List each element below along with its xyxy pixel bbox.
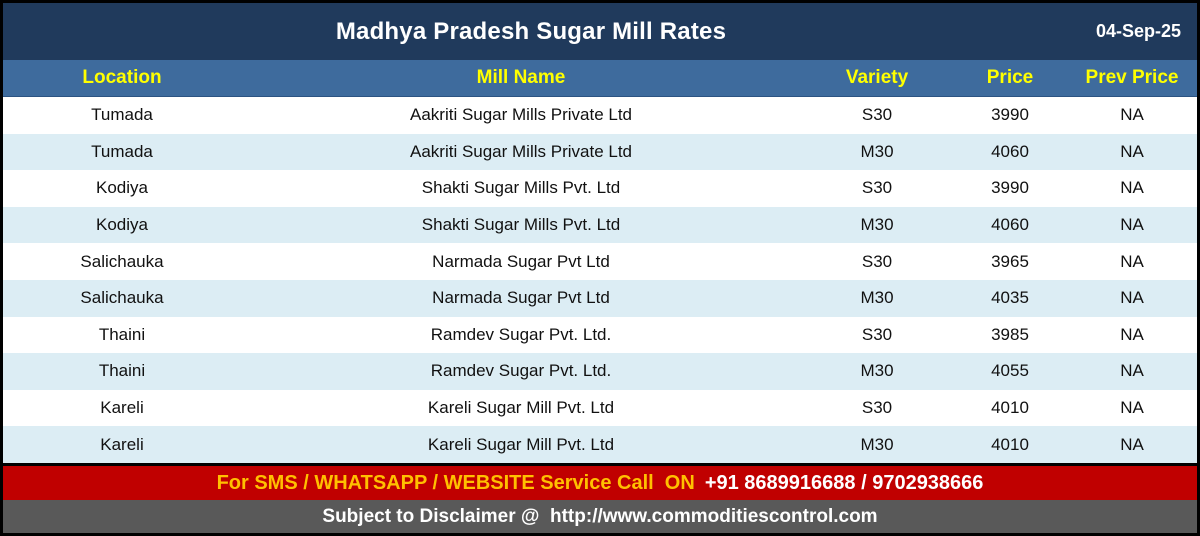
table-cell: S30: [861, 251, 893, 271]
report-date: 04-Sep-25: [1095, 21, 1181, 41]
table-cell: Kareli: [100, 434, 144, 454]
table-cell: S30: [861, 324, 893, 344]
table-cell: 4055: [991, 361, 1029, 381]
table-cell: Kareli Sugar Mill Pvt. Ltd: [427, 398, 615, 418]
column-header-variety: Variety: [845, 67, 909, 88]
disclaimer-footer: Subject to Disclaimer @ http://www.commo…: [3, 500, 1197, 533]
table-cell: M30: [860, 288, 894, 308]
table-cell: NA: [1120, 251, 1144, 271]
table-cell: Aakriti Sugar Mills Private Ltd: [409, 141, 633, 161]
table-row: Tumada Aakriti Sugar Mills Private Ltd M30…: [3, 133, 1197, 171]
table-cell: 3990: [991, 178, 1029, 198]
column-header-prev-price: Prev Price: [1085, 67, 1179, 88]
table-cell: S30: [861, 398, 893, 418]
table-cell: Ramdev Sugar Pvt. Ltd.: [430, 361, 612, 381]
table-cell: Tumada: [91, 141, 153, 161]
table-cell: NA: [1120, 178, 1144, 198]
table-cell: S30: [861, 105, 893, 125]
table-row: Kareli Kareli Sugar Mill Pvt. Ltd M30 4010 N…: [3, 426, 1197, 463]
table-cell: Salichauka: [80, 251, 164, 271]
table-cell: Salichauka: [80, 288, 164, 308]
table-cell: Narmada Sugar Pvt Ltd: [432, 288, 610, 308]
table-cell: Kareli Sugar Mill Pvt. Ltd: [427, 434, 615, 454]
table-cell: NA: [1120, 141, 1144, 161]
table-cell: Shakti Sugar Mills Pvt. Ltd: [421, 178, 621, 198]
sms-banner: For SMS / WHATSAPP / WEBSITE Service Cal…: [3, 466, 1197, 500]
table-cell: NA: [1120, 288, 1144, 308]
table-cell: NA: [1120, 361, 1144, 381]
table-row: Tumada Aakriti Sugar Mills Private Ltd S30…: [3, 97, 1197, 134]
table-cell: 4060: [991, 215, 1029, 235]
table-cell: Kodiya: [96, 178, 148, 198]
table-cell: S30: [861, 178, 893, 198]
banner-label: For SMS / WHATSAPP / WEBSITE Service Cal…: [216, 471, 695, 494]
page-title: Madhya Pradesh Sugar Mill Rates: [335, 17, 727, 45]
column-header-mill-name: Mill Name: [476, 67, 566, 88]
table-row: Thaini Ramdev Sugar Pvt. Ltd. S30 3985 NA: [3, 316, 1197, 354]
table-cell: Kodiya: [96, 215, 148, 235]
banner-phone-numbers: +91 8689916688 / 9702938666: [704, 471, 984, 494]
table-cell: Narmada Sugar Pvt Ltd: [432, 251, 610, 271]
table-row: Kareli Kareli Sugar Mill Pvt. Ltd S30 4010 N…: [3, 389, 1197, 427]
table-cell: NA: [1120, 434, 1144, 454]
table-row: Kodiya Shakti Sugar Mills Pvt. Ltd M30 4060…: [3, 206, 1197, 244]
table-cell: NA: [1120, 324, 1144, 344]
table-cell: M30: [860, 215, 894, 235]
disclaimer-text: Subject to Disclaimer @ http://www.commo…: [322, 505, 878, 527]
table-row: Salichauka Narmada Sugar Pvt Ltd M30 4035 NA: [3, 279, 1197, 317]
table-cell: Ramdev Sugar Pvt. Ltd.: [430, 324, 612, 344]
table-cell: 4010: [991, 398, 1029, 418]
table-header-row: Location Mill Name Variety Price Prev Price: [3, 60, 1197, 97]
table-cell: Thaini: [98, 361, 146, 381]
column-header-location: Location: [82, 67, 162, 88]
table-cell: 3990: [991, 105, 1029, 125]
table-cell: Shakti Sugar Mills Pvt. Ltd: [421, 215, 621, 235]
table-cell: NA: [1120, 215, 1144, 235]
table-cell: Thaini: [98, 324, 146, 344]
table-cell: NA: [1120, 105, 1144, 125]
table-cell: Tumada: [91, 105, 153, 125]
table-cell: 3985: [991, 324, 1029, 344]
table-cell: 4010: [991, 434, 1029, 454]
table-cell: NA: [1120, 398, 1144, 418]
table-row: Thaini Ramdev Sugar Pvt. Ltd. M30 4055 NA: [3, 353, 1197, 390]
column-header-price: Price: [986, 67, 1034, 88]
table-cell: Kareli: [100, 398, 144, 418]
table-cell: 3965: [991, 251, 1029, 271]
divider-line: [3, 463, 1197, 466]
table-body: Tumada Aakriti Sugar Mills Private Ltd S30…: [3, 97, 1197, 463]
table-row: Kodiya Shakti Sugar Mills Pvt. Ltd S30 3990…: [3, 170, 1197, 207]
table-cell: 4060: [991, 141, 1029, 161]
table-cell: 4035: [991, 288, 1029, 308]
table-cell: M30: [860, 434, 894, 454]
table-cell: Aakriti Sugar Mills Private Ltd: [409, 105, 633, 125]
table-cell: M30: [860, 361, 894, 381]
table-cell: M30: [860, 141, 894, 161]
title-bar: Madhya Pradesh Sugar Mill Rates 04-Sep-2…: [3, 3, 1197, 60]
table-row: Salichauka Narmada Sugar Pvt Ltd S30 3965 NA: [3, 243, 1197, 280]
